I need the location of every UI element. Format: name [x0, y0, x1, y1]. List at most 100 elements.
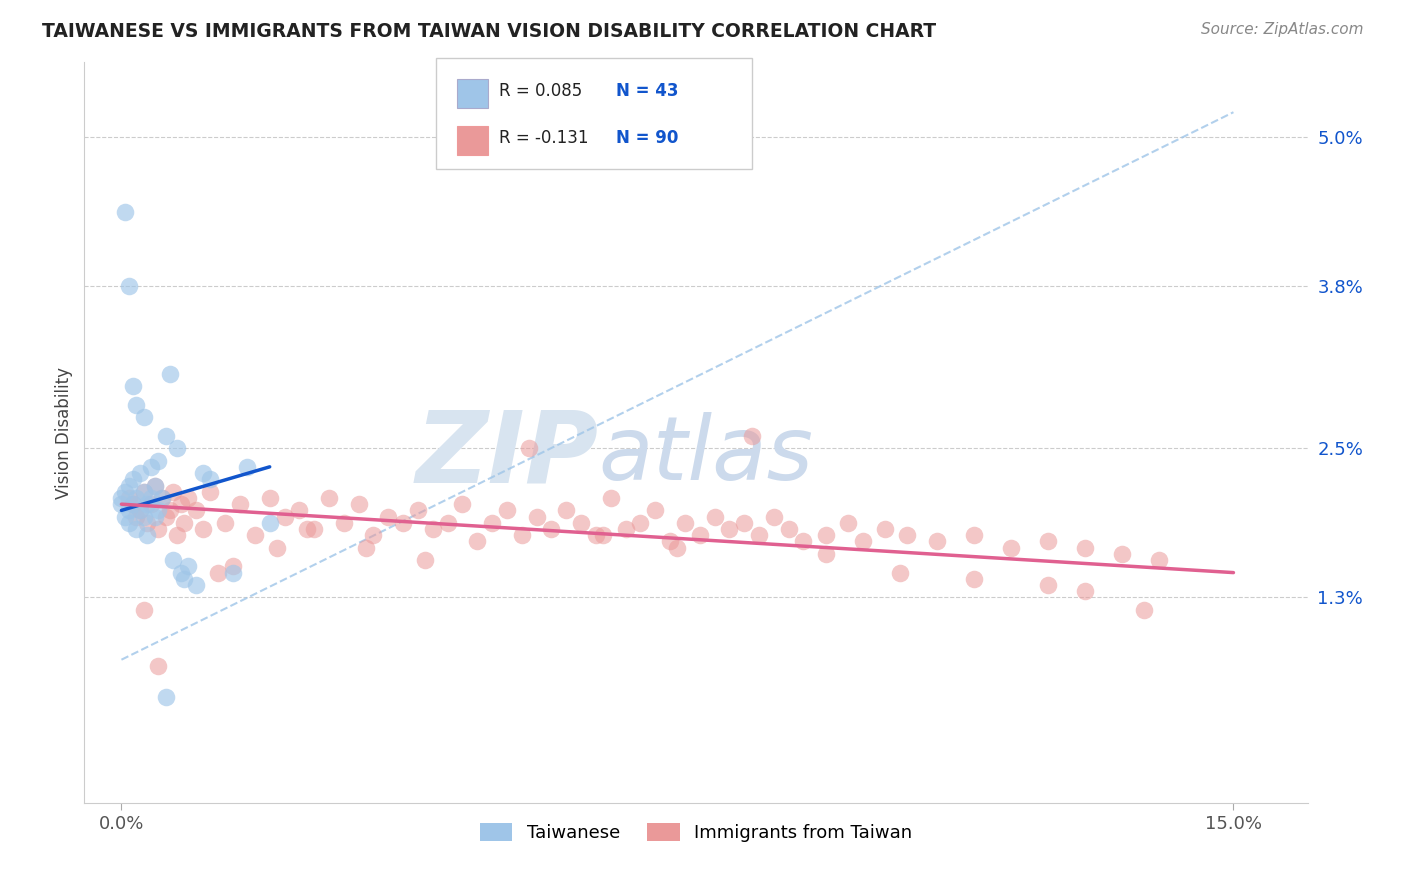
Point	[132, 509, 155, 524]
Point	[347, 497, 370, 511]
Point	[517, 441, 540, 455]
Point	[162, 553, 184, 567]
Point	[243, 528, 266, 542]
Point	[733, 516, 755, 530]
Point	[132, 603, 155, 617]
Text: TAIWANESE VS IMMIGRANTS FROM TAIWAN VISION DISABILITY CORRELATION CHART: TAIWANESE VS IMMIGRANTS FROM TAIWAN VISI…	[42, 22, 936, 41]
Point	[614, 522, 637, 536]
Point	[143, 478, 166, 492]
Point	[236, 459, 259, 474]
Point	[139, 491, 162, 505]
Point	[599, 491, 621, 505]
Point	[792, 534, 814, 549]
Point	[451, 497, 474, 511]
Point	[873, 522, 896, 536]
Point	[1074, 584, 1097, 599]
Point	[481, 516, 503, 530]
Point	[110, 497, 132, 511]
Point	[121, 497, 143, 511]
Point	[118, 516, 141, 530]
Point	[628, 516, 651, 530]
Text: atlas: atlas	[598, 412, 813, 498]
Point	[170, 497, 193, 511]
Point	[148, 659, 170, 673]
Point	[177, 491, 200, 505]
Point	[1074, 541, 1097, 555]
Text: R = -0.131: R = -0.131	[499, 129, 589, 147]
Text: ZIP: ZIP	[415, 407, 598, 503]
Point	[110, 491, 132, 505]
Point	[118, 279, 141, 293]
Point	[170, 566, 193, 580]
Point	[136, 528, 159, 542]
Point	[1036, 578, 1059, 592]
Point	[191, 466, 214, 480]
Point	[229, 497, 252, 511]
Point	[150, 491, 173, 505]
Point	[221, 566, 243, 580]
Point	[136, 516, 159, 530]
Y-axis label: Vision Disability: Vision Disability	[55, 367, 73, 499]
Point	[555, 503, 578, 517]
Point	[762, 509, 785, 524]
Point	[136, 497, 159, 511]
Point	[1111, 547, 1133, 561]
Point	[569, 516, 592, 530]
Point	[125, 491, 148, 505]
Point	[148, 522, 170, 536]
Point	[200, 472, 222, 486]
Point	[139, 459, 162, 474]
Point	[377, 509, 399, 524]
Point	[814, 528, 837, 542]
Point	[273, 509, 295, 524]
Point	[666, 541, 689, 555]
Point	[125, 398, 148, 412]
Point	[748, 528, 770, 542]
Point	[173, 516, 195, 530]
Point	[132, 484, 155, 499]
Point	[896, 528, 918, 542]
Point	[121, 379, 143, 393]
Point	[125, 522, 148, 536]
Point	[465, 534, 488, 549]
Point	[159, 367, 181, 381]
Point	[302, 522, 325, 536]
Point	[703, 509, 725, 524]
Point	[837, 516, 859, 530]
Point	[207, 566, 229, 580]
Point	[333, 516, 356, 530]
Text: N = 43: N = 43	[616, 82, 678, 100]
Point	[585, 528, 607, 542]
Point	[148, 503, 170, 517]
Point	[184, 578, 207, 592]
Point	[415, 553, 437, 567]
Point	[1000, 541, 1022, 555]
Point	[132, 484, 155, 499]
Point	[288, 503, 311, 517]
Point	[155, 428, 177, 442]
Point	[889, 566, 911, 580]
Point	[173, 572, 195, 586]
Point	[143, 509, 166, 524]
Point	[266, 541, 288, 555]
Point	[191, 522, 214, 536]
Point	[214, 516, 236, 530]
Point	[778, 522, 800, 536]
Point	[150, 491, 173, 505]
Point	[963, 572, 986, 586]
Point	[221, 559, 243, 574]
Point	[148, 453, 170, 467]
Point	[155, 690, 177, 704]
Point	[689, 528, 711, 542]
Point	[132, 410, 155, 425]
Point	[166, 528, 188, 542]
Point	[118, 478, 141, 492]
Point	[644, 503, 666, 517]
Point	[125, 509, 148, 524]
Point	[1036, 534, 1059, 549]
Point	[592, 528, 614, 542]
Point	[143, 478, 166, 492]
Point	[129, 503, 152, 517]
Point	[114, 204, 136, 219]
Point	[406, 503, 429, 517]
